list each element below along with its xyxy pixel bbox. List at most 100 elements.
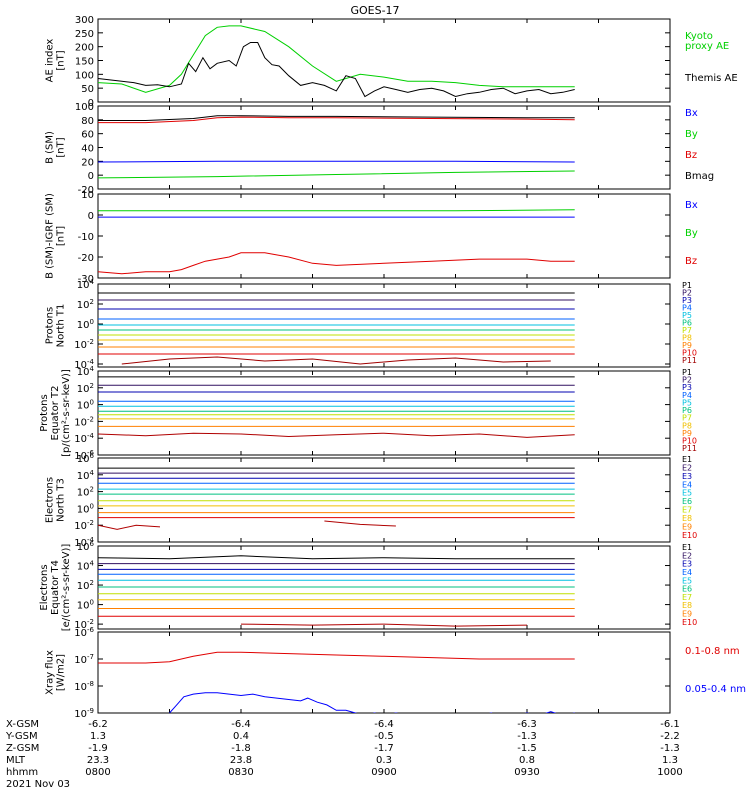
legend-label: E1 [682, 455, 692, 464]
y-tick-label: 106 [77, 452, 95, 465]
x-table-value: 0900 [371, 767, 396, 778]
series-line-0-05-0-4-nm [169, 692, 575, 713]
x-table-row-label: X-GSM [6, 719, 39, 730]
legend-label: Bx [685, 200, 698, 211]
y-tick-label: 0 [88, 211, 94, 222]
x-table-value: 0930 [514, 767, 539, 778]
y-axis-label: [W/m2] [56, 654, 67, 691]
legend-label: E9 [682, 522, 692, 531]
y-tick-label: 10 [81, 190, 94, 201]
y-tick-label: 10-2 [74, 415, 94, 428]
x-table-value: -1.7 [374, 743, 394, 754]
y-tick-label: 80 [81, 116, 94, 127]
series-line-kyoto-proxy-ae [98, 25, 575, 93]
series-group [98, 376, 575, 438]
y-tick-label: 10-4 [74, 432, 94, 445]
legend-label: Bx [685, 108, 698, 119]
y-tick-label: 104 [77, 469, 95, 482]
legend-label: Bz [685, 256, 697, 267]
legend-label: P4 [682, 391, 692, 400]
x-table-value: 0.8 [519, 755, 535, 766]
figure-title: GOES-17 [350, 4, 399, 17]
legend-label: P6 [682, 406, 692, 415]
y-tick-label: 10-2 [74, 519, 94, 532]
y-axis-label: Protons [39, 394, 50, 431]
x-table-value: 1.3 [662, 755, 678, 766]
y-axis-label: [p/(cm²-s-sr-keV)] [61, 369, 72, 457]
y-tick-label: 102 [77, 579, 94, 592]
y-tick-label: 0 [88, 171, 94, 182]
y-axis-label: [nT] [56, 137, 67, 157]
legend-label: P5 [682, 398, 692, 407]
y-axis-label: Xray flux [45, 650, 56, 695]
y-tick-label: 100 [77, 599, 94, 612]
x-table-value: -1.3 [660, 743, 680, 754]
y-axis-label: Protons [45, 307, 56, 344]
series-group [98, 115, 575, 179]
x-table-value: -6.3 [517, 719, 537, 730]
legend-label: E3 [682, 472, 692, 481]
y-axis-label: Electrons [39, 564, 50, 610]
legend-label: P11 [682, 444, 697, 453]
y-axis-label: B (SM)-IGRF (SM) [45, 193, 56, 279]
legend-label: E2 [682, 551, 692, 560]
legend-label: P7 [682, 326, 692, 335]
x-table-value: -2.2 [660, 731, 680, 742]
legend-label: E8 [682, 514, 692, 523]
legend-label: Bz [685, 150, 697, 161]
legend-label: E10 [682, 531, 697, 540]
y-tick-label: 102 [77, 298, 94, 311]
x-table-value: -6.2 [88, 719, 108, 730]
series-line-bx [98, 160, 575, 163]
legend-label: By [685, 228, 698, 239]
series-line-e10b [98, 524, 161, 530]
y-tick-label: 300 [75, 15, 94, 26]
series-group [98, 467, 575, 530]
legend-label: P3 [682, 296, 692, 305]
y-axis-label: AE index [45, 39, 56, 83]
x-table-value: -1.8 [231, 743, 251, 754]
legend-label: By [685, 129, 698, 140]
series-line-themis-ae [98, 42, 575, 98]
series-line-p10 [98, 432, 575, 438]
series-group [98, 292, 575, 365]
legend-label: P2 [682, 376, 692, 385]
y-tick-label: 104 [77, 365, 95, 378]
y-axis-label: [nT] [56, 226, 67, 246]
panel-ae: 0 50 100 150 200 250 300 AE index [nT] Kyotoproxy… [45, 15, 738, 109]
legend-label: P6 [682, 319, 692, 328]
x-table-row-label: Y-GSM [5, 731, 38, 742]
legend-label: P10 [682, 437, 697, 446]
panel-bsm: -20 0 20 40 60 80 100 B (SM) [nT] Bx By Bz Bmag [45, 102, 715, 196]
y-axis-label: [e/(cm²-s-sr-keV)] [61, 544, 72, 632]
series-line-bz [98, 252, 575, 275]
panel-bigrf: -30 -20 -10 0 10 B (SM)-IGRF (SM) [nT] Bx By Bz [45, 190, 698, 285]
x-table-value: 0.3 [376, 755, 392, 766]
legend-label: P5 [682, 311, 692, 320]
y-tick-label: 200 [75, 43, 94, 54]
y-tick-label: 106 [77, 540, 95, 553]
x-table-row-label: hhmm [6, 767, 38, 778]
panel-frame [97, 631, 671, 714]
y-axis-label: North T1 [56, 304, 67, 348]
legend-label: P3 [682, 383, 692, 392]
panel-frame [97, 18, 671, 103]
legend-label: E5 [682, 489, 692, 498]
series-group [98, 209, 575, 275]
x-table-row-label: MLT [6, 755, 26, 766]
legend-label: P11 [682, 356, 697, 365]
x-table-value: 23.3 [87, 755, 109, 766]
x-table-value: 23.8 [230, 755, 252, 766]
legend-label: E3 [682, 560, 692, 569]
x-table-value: 1.3 [90, 731, 106, 742]
y-tick-label: -20 [78, 253, 94, 264]
series-line-e10b [240, 623, 528, 627]
x-table-row-label: Z-GSM [6, 743, 39, 754]
